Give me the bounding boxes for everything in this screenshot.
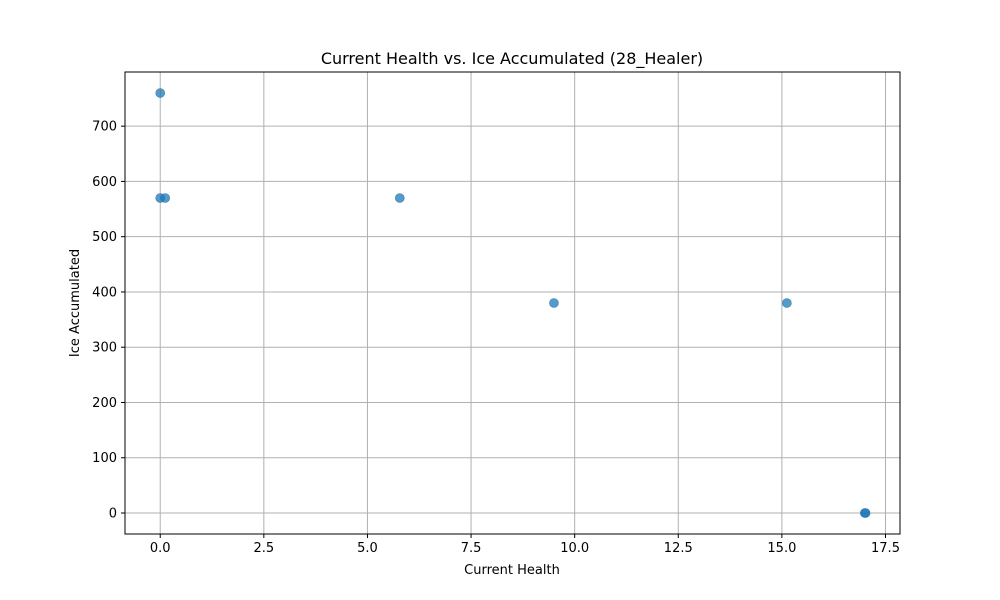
x-tick-label: 15.0 (767, 541, 796, 556)
x-tick-label: 17.5 (871, 541, 900, 556)
data-point (782, 298, 792, 308)
y-tick-label: 300 (92, 341, 117, 356)
grid (125, 72, 900, 534)
data-points (155, 88, 871, 518)
data-point (860, 508, 871, 518)
y-tick-label: 0 (109, 507, 117, 522)
chart-title: Current Health vs. Ice Accumulated (28_H… (321, 49, 703, 69)
y-tick-label: 600 (92, 175, 117, 190)
plot-frame (124, 71, 901, 535)
data-point (155, 88, 166, 98)
y-tick-label: 200 (92, 396, 117, 411)
x-tick-label: 12.5 (664, 541, 693, 556)
y-tick-label: 100 (92, 451, 117, 466)
y-tick-label: 500 (92, 230, 117, 245)
data-point (394, 193, 405, 203)
y-tick-label: 400 (92, 285, 117, 300)
y-axis-label: Ice Accumulated (68, 249, 83, 357)
x-tick-label: 10.0 (560, 541, 589, 556)
data-point (549, 298, 559, 308)
data-point (160, 193, 171, 203)
x-axis-label: Current Health (464, 563, 560, 578)
x-axis-ticks: 0.0 2.5 5.0 7.5 10.0 12.5 15.0 17.5 (150, 534, 900, 556)
y-axis-ticks: 0 100 200 300 400 500 600 700 (92, 120, 125, 522)
y-tick-label: 700 (92, 120, 117, 135)
x-tick-label: 0.0 (150, 541, 171, 556)
x-tick-label: 2.5 (253, 541, 274, 556)
x-tick-label: 5.0 (357, 541, 378, 556)
x-tick-label: 7.5 (461, 541, 482, 556)
